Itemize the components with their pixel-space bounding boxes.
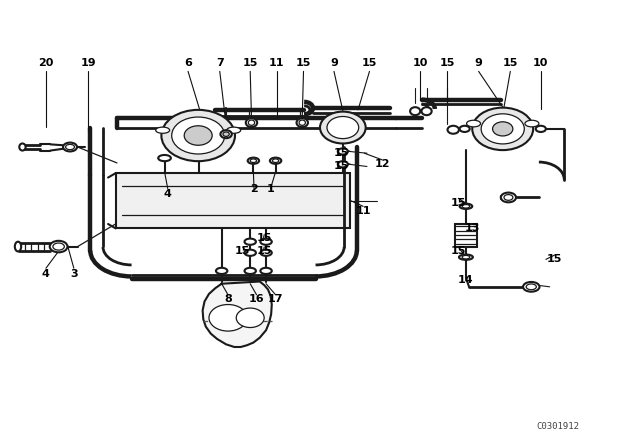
Text: 15: 15 [257,233,272,243]
Text: 4: 4 [164,189,172,199]
Circle shape [472,108,533,150]
Ellipse shape [158,155,171,161]
Ellipse shape [65,144,74,150]
Ellipse shape [296,118,308,127]
Ellipse shape [338,161,348,168]
Text: 3: 3 [70,268,77,279]
Ellipse shape [244,239,256,245]
Text: 9: 9 [330,57,338,68]
Ellipse shape [260,268,272,274]
Ellipse shape [63,142,77,151]
Ellipse shape [227,127,241,134]
Ellipse shape [156,127,170,134]
Ellipse shape [299,120,305,125]
Text: 10: 10 [413,57,428,68]
Ellipse shape [462,255,470,259]
Ellipse shape [460,126,470,132]
Ellipse shape [19,143,26,151]
Text: 9: 9 [475,57,483,68]
Text: 15: 15 [235,246,250,255]
Ellipse shape [216,268,227,274]
Ellipse shape [248,158,259,164]
Circle shape [320,112,365,143]
Ellipse shape [260,239,272,245]
Ellipse shape [460,204,472,209]
Text: C0301912: C0301912 [536,422,579,431]
Text: 11: 11 [355,206,371,216]
Ellipse shape [447,126,459,134]
Circle shape [209,305,247,331]
Bar [116,173,351,228]
Ellipse shape [467,120,481,127]
Ellipse shape [523,282,540,292]
Text: 19: 19 [81,57,96,68]
Circle shape [493,122,513,136]
Text: 15: 15 [439,57,454,68]
Text: 15: 15 [451,198,466,208]
Ellipse shape [246,118,257,127]
Text: 15: 15 [334,161,349,172]
Text: 15: 15 [502,57,518,68]
Text: 6: 6 [184,57,192,68]
Ellipse shape [501,193,516,202]
Text: 17: 17 [268,294,284,304]
Text: 15: 15 [547,254,563,264]
Ellipse shape [536,126,546,132]
Text: 20: 20 [38,57,54,68]
Circle shape [236,308,264,327]
Text: 12: 12 [374,159,390,169]
Circle shape [161,110,235,161]
Text: 7: 7 [216,57,223,68]
Circle shape [481,114,524,144]
Ellipse shape [53,243,64,250]
Text: 2: 2 [250,185,258,194]
Ellipse shape [525,120,539,127]
Ellipse shape [50,241,67,252]
Polygon shape [203,281,272,347]
Ellipse shape [338,148,348,155]
Text: 15: 15 [334,148,349,158]
Ellipse shape [270,158,282,164]
Circle shape [172,117,225,154]
Text: 13: 13 [465,223,480,233]
Text: 4: 4 [42,268,50,279]
Text: 8: 8 [224,294,232,304]
Ellipse shape [260,250,272,256]
Ellipse shape [422,107,431,115]
Bar [454,224,477,247]
Ellipse shape [526,284,536,290]
Text: 15: 15 [296,57,311,68]
Text: 11: 11 [269,57,285,68]
Text: 15: 15 [257,246,272,255]
Text: 15: 15 [243,57,258,68]
Ellipse shape [15,242,21,251]
Ellipse shape [223,132,229,136]
Ellipse shape [410,107,420,115]
Ellipse shape [504,194,513,200]
Text: 14: 14 [458,275,474,285]
Ellipse shape [459,254,473,260]
Text: 10: 10 [533,57,548,68]
Text: 15: 15 [362,57,377,68]
Ellipse shape [248,120,255,125]
Circle shape [327,116,358,138]
Circle shape [184,126,212,145]
Ellipse shape [250,159,257,163]
Ellipse shape [244,250,256,256]
Ellipse shape [220,130,232,138]
Text: 1: 1 [267,185,275,194]
Ellipse shape [462,205,470,208]
Ellipse shape [244,268,256,274]
Ellipse shape [273,159,279,163]
Text: 16: 16 [249,294,264,304]
Text: 15: 15 [451,246,466,255]
